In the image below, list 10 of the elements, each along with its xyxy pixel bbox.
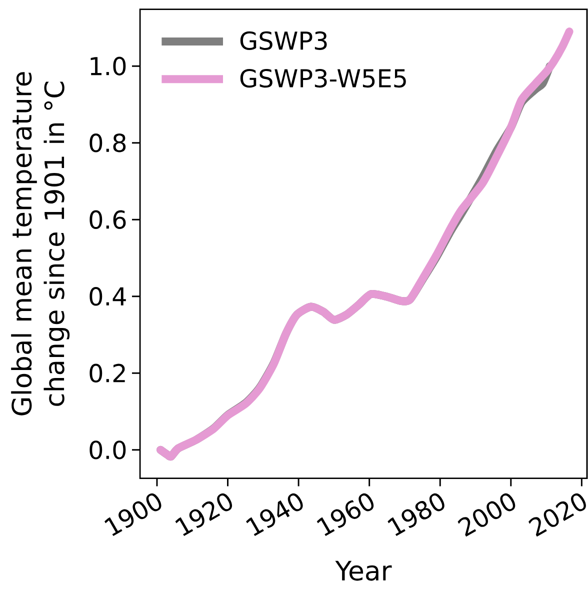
y-tick-label: 0.6 [90, 210, 126, 229]
y-tick-label: 0.0 [90, 440, 126, 460]
y-tick-label: 0.8 [90, 134, 126, 152]
x-axis-title: Year [335, 560, 392, 581]
y-tick-label: 0.2 [90, 364, 125, 382]
legend-label: GSWP3-W5E5 [240, 68, 406, 88]
y-tick-label: 0.4 [90, 287, 126, 306]
y-tick-label: 1.0 [90, 56, 126, 76]
y-axis-title: Global mean temperature change since 1901 in °C [11, 72, 70, 416]
legend-label: GSWP3 [240, 31, 327, 50]
